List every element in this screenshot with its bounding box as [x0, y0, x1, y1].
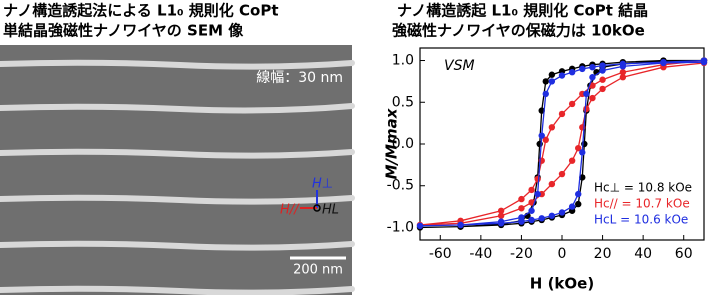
y-tick-label: 0.0 — [392, 136, 414, 152]
data-point — [589, 82, 596, 89]
data-point — [548, 180, 556, 188]
data-point — [518, 205, 525, 212]
field-label: H⊥ — [312, 177, 333, 192]
data-point — [542, 136, 549, 144]
data-point — [579, 65, 586, 73]
x-tick-label: -40 — [469, 246, 492, 262]
x-tick-label: 20 — [594, 246, 612, 262]
image-title: 単結晶強磁性ナノワイヤの SEM 像 — [3, 22, 244, 40]
data-point — [416, 222, 424, 230]
data-point — [589, 63, 596, 71]
data-point — [599, 76, 606, 83]
data-point — [457, 221, 464, 229]
data-point — [497, 220, 505, 227]
data-point — [599, 85, 606, 93]
legend-entry: Hc⊥ = 10.8 kOe — [594, 181, 692, 195]
data-point — [538, 107, 545, 114]
y-tick-label: 1.0 — [392, 53, 414, 69]
x-tick-label: -60 — [429, 246, 452, 262]
data-point — [575, 200, 582, 208]
data-point — [568, 100, 576, 108]
data-point — [568, 157, 576, 164]
data-point — [538, 132, 545, 139]
y-tick-label: -1.0 — [387, 219, 414, 235]
data-point — [589, 94, 596, 102]
data-point — [619, 74, 627, 81]
data-point — [583, 105, 590, 113]
data-point — [599, 62, 606, 69]
data-point — [528, 186, 535, 194]
data-point — [575, 144, 582, 152]
data-point — [518, 195, 525, 203]
chart-title: ナノ構造誘起 L1₀ 規則化 CoPt 結晶 — [397, 2, 648, 20]
x-tick-label: 0 — [558, 246, 567, 262]
y-tick-label: -0.5 — [387, 178, 414, 194]
data-point — [558, 110, 566, 118]
data-point — [558, 170, 566, 178]
legend-entry: Hc// = 10.7 kOe — [594, 197, 690, 211]
data-point — [558, 72, 566, 79]
data-point — [599, 67, 606, 74]
data-point — [568, 203, 576, 210]
x-tick-label: -20 — [510, 246, 533, 262]
data-point — [589, 74, 596, 81]
data-point — [583, 90, 590, 98]
data-point — [548, 78, 556, 85]
field-label: H// — [280, 203, 300, 218]
image-title: ナノ構造誘起法による L1₀ 規則化 CoPt — [3, 2, 279, 20]
scale-label: 200 nm — [293, 263, 343, 278]
data-point — [497, 207, 505, 214]
data-point — [528, 199, 535, 206]
data-point — [534, 175, 541, 183]
legend-entry: HcL = 10.6 kOe — [594, 213, 688, 227]
width-label: 線幅：30 nm — [256, 70, 343, 86]
x-tick-label: 60 — [675, 246, 693, 262]
data-point — [548, 212, 556, 219]
data-point — [542, 90, 549, 98]
data-point — [700, 58, 708, 66]
y-axis-label: M/Mmax — [383, 107, 401, 179]
data-point — [548, 124, 556, 131]
data-point — [579, 149, 586, 156]
data-point — [528, 207, 535, 214]
data-point — [579, 174, 586, 181]
x-tick-label: 40 — [634, 246, 652, 262]
annotation: VSM — [444, 58, 475, 74]
sem-image — [0, 45, 355, 295]
chart: -60 -40 -20 0 20 40 60 -1.0 -0.5 0.0 0.5 1.0 H (kOe)… — [383, 47, 708, 293]
data-point — [538, 215, 545, 222]
data-point — [542, 78, 549, 85]
data-point — [497, 212, 505, 219]
data-point — [619, 63, 627, 70]
data-point — [619, 69, 627, 76]
data-point — [568, 69, 576, 76]
x-axis-label: H (kOe) — [530, 275, 594, 293]
y-tick-label: 0.5 — [392, 94, 414, 110]
data-point — [528, 216, 535, 224]
data-point — [534, 190, 541, 198]
chart-title: 強磁性ナノワイヤの保磁力は 10kOe — [392, 22, 645, 40]
data-point — [558, 209, 566, 216]
field-label: HL — [322, 203, 339, 218]
data-point — [660, 59, 667, 67]
data-point — [548, 71, 556, 78]
data-point — [575, 190, 582, 198]
data-point — [518, 218, 525, 225]
